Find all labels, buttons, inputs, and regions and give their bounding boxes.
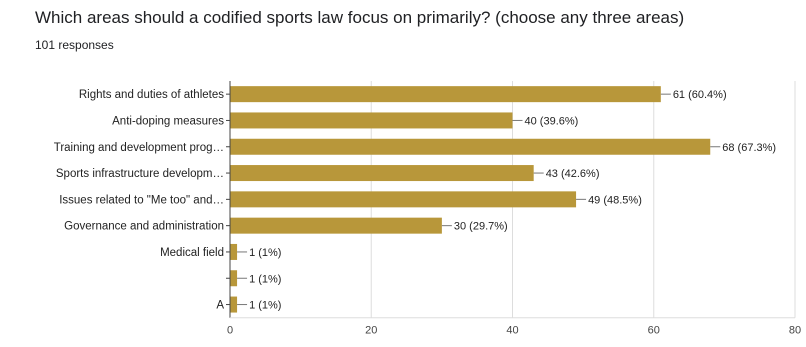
question-title: Which areas should a codified sports law…	[35, 8, 685, 27]
value-label-3: 43 (42.6%)	[546, 168, 600, 180]
bar-0	[230, 86, 661, 103]
bar-1	[230, 112, 513, 129]
x-tick-label-3: 60	[648, 325, 660, 337]
category-label-5: Governance and administration	[64, 221, 224, 233]
bar-4	[230, 191, 577, 208]
value-label-2: 68 (67.3%)	[722, 142, 776, 154]
bar-3	[230, 165, 534, 182]
category-label-1: Anti-doping measures	[112, 115, 224, 127]
category-label-3: Sports infrastructure developm…	[56, 168, 224, 180]
category-label-4: Issues related to "Me too" and…	[59, 194, 224, 206]
labels: 0 20 40 60 80 Rights and duties of athletes 61…	[54, 89, 801, 337]
category-label-2: Training and development prog…	[54, 142, 224, 154]
x-tick-label-4: 80	[789, 325, 801, 337]
value-label-5: 30 (29.7%)	[454, 221, 508, 233]
bar-5	[230, 217, 442, 234]
value-label-6: 1 (1%)	[249, 247, 281, 259]
value-label-8: 1 (1%)	[249, 300, 281, 312]
value-label-7: 1 (1%)	[249, 273, 281, 285]
category-label-6: Medical field	[160, 247, 224, 259]
value-label-4: 49 (48.5%)	[588, 194, 642, 206]
bar-7	[230, 270, 238, 287]
value-label-0: 61 (60.4%)	[673, 89, 727, 101]
value-label-1: 40 (39.6%)	[525, 115, 579, 127]
category-label-8: A	[216, 300, 224, 312]
category-label-0: Rights and duties of athletes	[79, 89, 224, 101]
bars	[230, 86, 711, 313]
x-tick-label-1: 20	[365, 325, 377, 337]
x-tick-label-0: 0	[227, 325, 233, 337]
bar-8	[230, 296, 238, 313]
response-count: 101 responses	[35, 38, 114, 52]
x-tick-label-2: 40	[506, 325, 518, 337]
bar-2	[230, 138, 711, 155]
axes	[226, 81, 795, 319]
bar-6	[230, 243, 238, 260]
